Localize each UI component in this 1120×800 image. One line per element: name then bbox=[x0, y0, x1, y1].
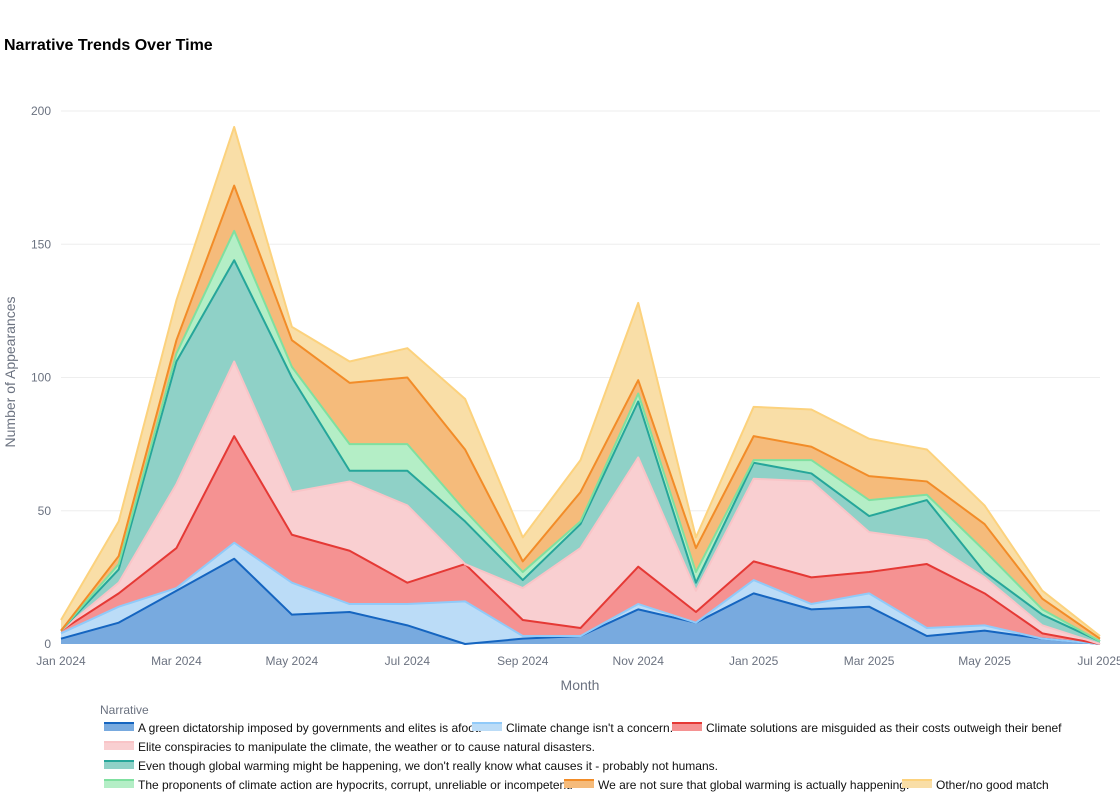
legend-swatch bbox=[104, 761, 134, 769]
x-tick-label: Jul 2024 bbox=[385, 654, 431, 668]
legend: Narrative A green dictatorship imposed b… bbox=[100, 703, 1062, 792]
line-series-7 bbox=[60, 184, 1101, 640]
y-tick-label: 200 bbox=[31, 104, 51, 118]
legend-label: A green dictatorship imposed by governme… bbox=[138, 721, 482, 735]
y-tick-label: 50 bbox=[38, 504, 52, 518]
legend-swatch bbox=[472, 723, 502, 731]
area-series-4 bbox=[61, 361, 1100, 644]
x-tick-label: Mar 2024 bbox=[151, 654, 202, 668]
legend-label: Even though global warming might be happ… bbox=[138, 759, 718, 773]
legend-item-6[interactable]: The proponents of climate action are hyp… bbox=[104, 778, 573, 792]
x-tick-label: May 2025 bbox=[958, 654, 1011, 668]
x-tick-label: Sep 2024 bbox=[497, 654, 549, 668]
series-lines bbox=[60, 125, 1101, 645]
line-series-8 bbox=[60, 125, 1101, 637]
y-tick-label: 100 bbox=[31, 371, 51, 385]
legend-item-4[interactable]: Elite conspiracies to manipulate the cli… bbox=[104, 740, 595, 754]
legend-swatch bbox=[104, 723, 134, 731]
line-series-2 bbox=[60, 541, 1101, 645]
line-series-4 bbox=[60, 360, 1101, 645]
line-series-5 bbox=[60, 259, 1101, 643]
y-tick-label: 0 bbox=[44, 637, 51, 651]
legend-label: We are not sure that global warming is a… bbox=[598, 778, 909, 792]
legend-swatch bbox=[672, 723, 702, 731]
legend-item-7[interactable]: We are not sure that global warming is a… bbox=[564, 778, 909, 792]
y-tick-label: 150 bbox=[31, 237, 51, 251]
x-tick-label: Mar 2025 bbox=[844, 654, 895, 668]
legend-item-3[interactable]: Climate solutions are misguided as their… bbox=[672, 721, 1062, 735]
legend-label: Elite conspiracies to manipulate the cli… bbox=[138, 740, 595, 754]
line-series-3 bbox=[60, 435, 1101, 645]
x-axis-title: Month bbox=[561, 677, 600, 693]
line-series-6 bbox=[60, 229, 1101, 643]
legend-item-2[interactable]: Climate change isn't a concern. bbox=[472, 721, 673, 735]
legend-swatch bbox=[564, 780, 594, 788]
legend-item-8[interactable]: Other/no good match bbox=[902, 778, 1049, 792]
legend-item-1[interactable]: A green dictatorship imposed by governme… bbox=[104, 721, 482, 735]
chart-title: Narrative Trends Over Time bbox=[4, 37, 213, 54]
legend-label: The proponents of climate action are hyp… bbox=[138, 778, 573, 792]
legend-label: Climate change isn't a concern. bbox=[506, 721, 673, 735]
legend-item-5[interactable]: Even though global warming might be happ… bbox=[104, 759, 718, 773]
x-tick-label: Jul 2025 bbox=[1077, 654, 1120, 668]
y-axis-ticks: 0 50 100 150 200 bbox=[31, 104, 51, 651]
legend-title: Narrative bbox=[100, 703, 149, 717]
x-tick-label: Jan 2024 bbox=[36, 654, 86, 668]
x-tick-label: Nov 2024 bbox=[613, 654, 665, 668]
area-series-1 bbox=[61, 558, 1100, 644]
x-axis-ticks: Jan 2024 Mar 2024 May 2024 Jul 2024 Sep 2024… bbox=[36, 654, 1120, 668]
legend-swatch bbox=[104, 780, 134, 788]
legend-label: Climate solutions are misguided as their… bbox=[706, 721, 1062, 735]
legend-swatch bbox=[104, 742, 134, 750]
x-tick-label: May 2024 bbox=[266, 654, 319, 668]
x-tick-label: Jan 2025 bbox=[729, 654, 779, 668]
area-series-3 bbox=[61, 436, 1100, 644]
legend-swatch bbox=[902, 780, 932, 788]
y-axis-title: Number of Appearances bbox=[2, 297, 18, 448]
area-series bbox=[61, 126, 1100, 644]
legend-label: Other/no good match bbox=[936, 778, 1049, 792]
